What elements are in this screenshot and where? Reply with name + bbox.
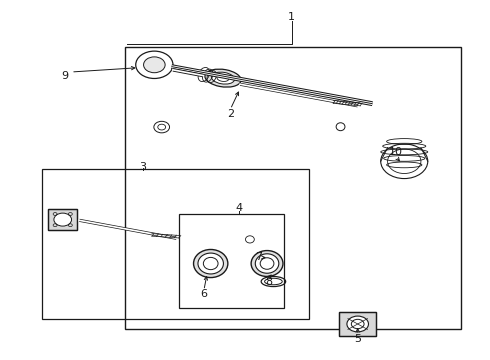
Ellipse shape (198, 253, 223, 274)
FancyBboxPatch shape (48, 209, 77, 230)
Ellipse shape (205, 69, 241, 87)
Ellipse shape (211, 72, 235, 84)
Bar (339, 312, 376, 336)
Text: 5: 5 (354, 334, 361, 344)
Ellipse shape (260, 258, 274, 269)
Circle shape (347, 316, 368, 332)
Bar (42, 169, 309, 319)
Text: 10: 10 (389, 147, 403, 157)
Ellipse shape (255, 254, 279, 273)
Text: 6: 6 (200, 289, 207, 300)
Ellipse shape (194, 249, 228, 278)
Text: 9: 9 (62, 71, 69, 81)
Circle shape (351, 319, 364, 329)
Text: 2: 2 (227, 109, 234, 119)
Bar (125, 47, 461, 329)
Ellipse shape (251, 251, 283, 276)
Text: 3: 3 (140, 162, 147, 172)
Circle shape (54, 213, 72, 226)
Bar (179, 214, 284, 308)
Ellipse shape (217, 75, 229, 81)
Text: 1: 1 (288, 12, 295, 22)
Text: 8: 8 (265, 276, 272, 287)
Ellipse shape (203, 257, 218, 270)
Text: 4: 4 (236, 203, 243, 213)
Circle shape (144, 57, 165, 73)
Text: 7: 7 (255, 252, 262, 262)
Bar (339, 312, 376, 336)
